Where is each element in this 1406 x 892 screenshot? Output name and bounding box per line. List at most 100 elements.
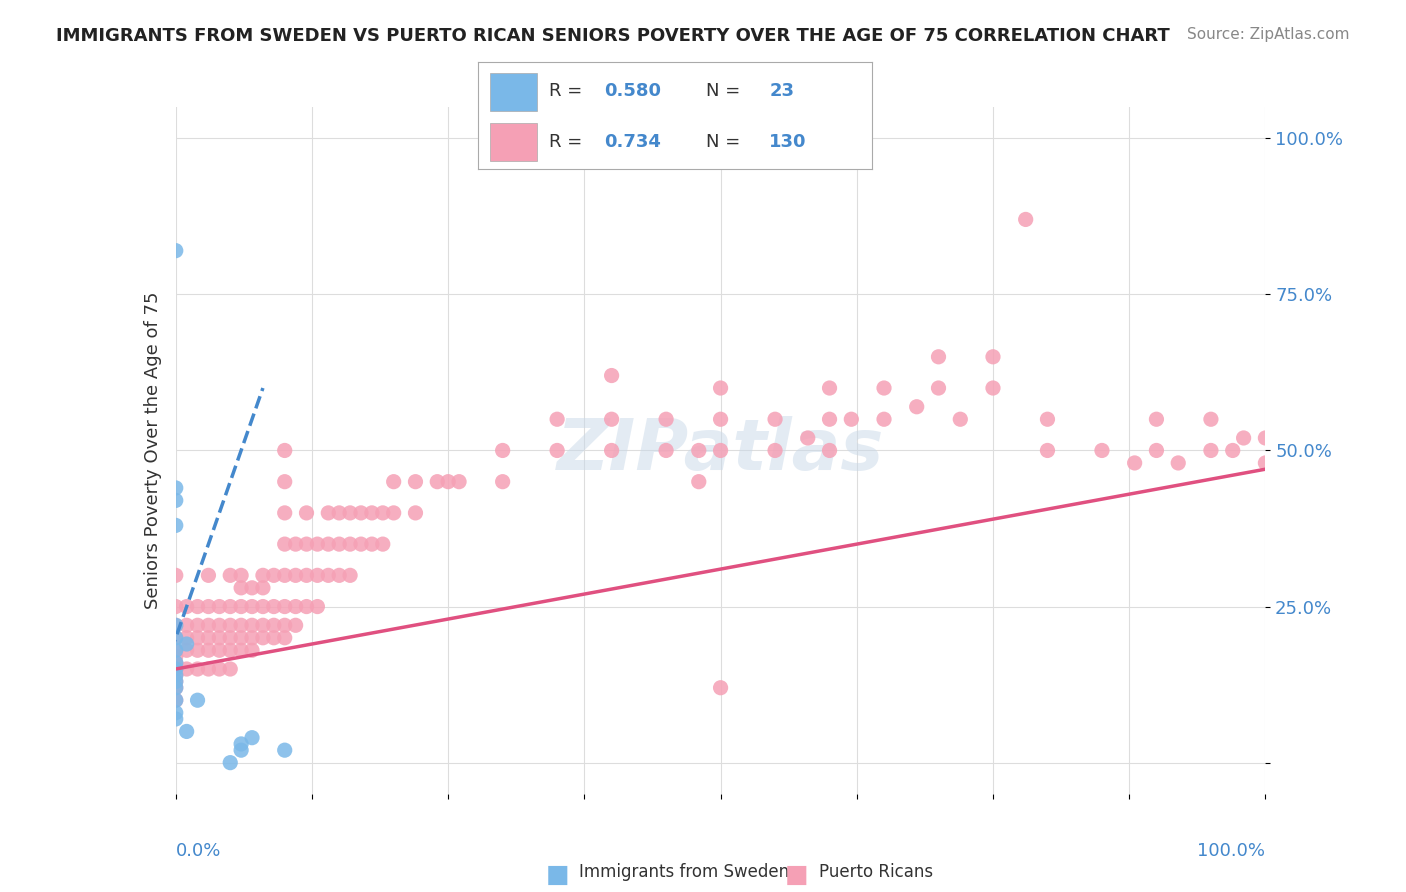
Text: R =: R = [548, 82, 588, 100]
Point [165, 656, 187, 670]
Point [328, 537, 350, 551]
Text: Immigrants from Sweden: Immigrants from Sweden [579, 863, 789, 880]
Point [295, 537, 318, 551]
Point [763, 443, 786, 458]
Y-axis label: Seniors Poverty Over the Age of 75: Seniors Poverty Over the Age of 75 [143, 292, 162, 609]
Point [295, 568, 318, 582]
Text: R =: R = [548, 133, 588, 151]
Point [186, 693, 209, 707]
Point [208, 618, 231, 632]
Point [240, 618, 263, 632]
Point [1222, 443, 1244, 458]
Point [688, 475, 710, 489]
Point [655, 443, 678, 458]
Point [1015, 212, 1038, 227]
Point [318, 568, 340, 582]
Point [328, 568, 350, 582]
Point [339, 537, 361, 551]
Point [263, 568, 285, 582]
Point [688, 443, 710, 458]
Point [165, 674, 187, 689]
Point [219, 643, 242, 657]
Point [176, 631, 198, 645]
Point [252, 568, 274, 582]
Point [197, 662, 219, 676]
Point [350, 537, 373, 551]
Point [252, 618, 274, 632]
Text: 23: 23 [769, 82, 794, 100]
Point [447, 475, 470, 489]
Point [197, 643, 219, 657]
Point [165, 706, 187, 720]
Point [284, 618, 307, 632]
Point [949, 412, 972, 426]
Point [208, 599, 231, 614]
Point [197, 618, 219, 632]
Point [1123, 456, 1146, 470]
Point [1254, 431, 1277, 445]
Point [165, 518, 187, 533]
Point [165, 693, 187, 707]
Point [252, 631, 274, 645]
Point [274, 506, 297, 520]
Point [274, 631, 297, 645]
Point [252, 599, 274, 614]
Point [274, 443, 297, 458]
Point [546, 443, 568, 458]
Point [165, 649, 187, 664]
Point [186, 662, 209, 676]
Point [219, 599, 242, 614]
Point [295, 506, 318, 520]
Point [382, 506, 405, 520]
Point [1144, 443, 1167, 458]
Point [1036, 412, 1059, 426]
Point [818, 443, 841, 458]
Point [339, 506, 361, 520]
Point [371, 506, 394, 520]
Point [186, 631, 209, 645]
Point [240, 631, 263, 645]
Point [165, 656, 187, 670]
Point [981, 350, 1004, 364]
Point [165, 599, 187, 614]
Point [284, 568, 307, 582]
Point [274, 743, 297, 757]
Point [274, 568, 297, 582]
Point [231, 581, 253, 595]
Point [176, 724, 198, 739]
Point [1144, 412, 1167, 426]
Point [263, 631, 285, 645]
Text: ■: ■ [546, 863, 569, 887]
Point [165, 618, 187, 632]
Point [600, 443, 623, 458]
Point [231, 618, 253, 632]
Point [165, 568, 187, 582]
Point [240, 731, 263, 745]
Point [818, 412, 841, 426]
Text: 100.0%: 100.0% [1198, 842, 1265, 860]
Point [655, 412, 678, 426]
Point [165, 631, 187, 645]
Point [231, 743, 253, 757]
Point [600, 412, 623, 426]
Point [1091, 443, 1114, 458]
FancyBboxPatch shape [489, 73, 537, 111]
Point [437, 475, 460, 489]
Text: Puerto Ricans: Puerto Ricans [818, 863, 932, 880]
Point [165, 618, 187, 632]
Point [818, 381, 841, 395]
Point [231, 568, 253, 582]
Point [231, 599, 253, 614]
Point [371, 537, 394, 551]
Point [1167, 456, 1189, 470]
Point [405, 475, 427, 489]
Point [307, 537, 329, 551]
Text: Source: ZipAtlas.com: Source: ZipAtlas.com [1187, 27, 1350, 42]
Point [1199, 443, 1222, 458]
Point [328, 506, 350, 520]
Point [710, 681, 733, 695]
Point [252, 581, 274, 595]
Text: IMMIGRANTS FROM SWEDEN VS PUERTO RICAN SENIORS POVERTY OVER THE AGE OF 75 CORREL: IMMIGRANTS FROM SWEDEN VS PUERTO RICAN S… [56, 27, 1170, 45]
Point [186, 599, 209, 614]
Point [219, 618, 242, 632]
